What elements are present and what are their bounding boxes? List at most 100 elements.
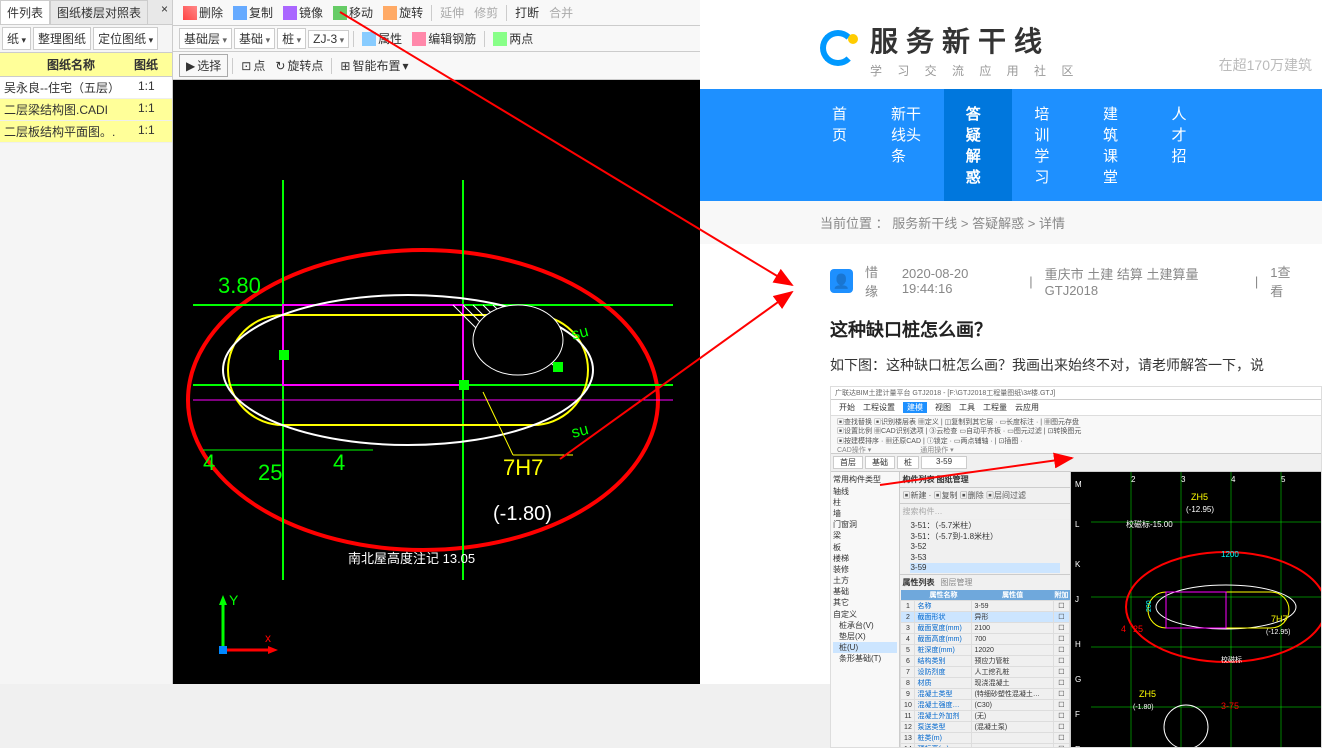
- svg-text:Y: Y: [229, 592, 239, 608]
- embed-prop-row[interactable]: 7设防烈度人工挖孔桩☐: [901, 667, 1070, 678]
- embed-tree-item[interactable]: 3-53: [910, 553, 1060, 563]
- embed-cat-item[interactable]: 垫层(X): [833, 631, 897, 642]
- embed-tab[interactable]: 工具: [959, 402, 975, 413]
- embed-prop-row[interactable]: 8材质现浇混凝土☐: [901, 678, 1070, 689]
- smart-layout-button[interactable]: ⊞ 智能布置 ▾: [336, 55, 412, 76]
- embed-prop-row[interactable]: 14顶标高(m)☐: [901, 744, 1070, 748]
- site-title: 服务新干线: [870, 20, 1079, 60]
- embed-middle: 构件列表 图纸管理 ▣新建 · ▣复制 ▣删除 ▣层间过滤 搜索构件… 3-51…: [900, 472, 1071, 748]
- organize-button[interactable]: 整理图纸: [33, 27, 91, 50]
- mirror-button[interactable]: 镜像: [279, 2, 327, 23]
- property-button[interactable]: 属性: [358, 28, 406, 49]
- cad-canvas[interactable]: 3.80 4 25 4 7H7 (-1.80) su su 南北屋高度注记 13…: [173, 80, 700, 684]
- drawing-scale: 1:1: [138, 101, 168, 118]
- rotate-point-button[interactable]: ↻ 旋转点: [271, 55, 327, 76]
- meta-sep: |: [1255, 274, 1258, 289]
- author-name[interactable]: 惜缘: [865, 262, 890, 300]
- embed-cat-item[interactable]: 板: [833, 542, 897, 553]
- embed-dd[interactable]: 3-59: [921, 456, 967, 469]
- embed-prop-row[interactable]: 2截面形状异形☐: [901, 612, 1070, 623]
- embed-cat-item[interactable]: 墙: [833, 508, 897, 519]
- edit-rebar-button[interactable]: 编辑钢筋: [408, 28, 480, 49]
- search-input[interactable]: 在超170万建筑: [1219, 55, 1312, 75]
- embed-cat-item[interactable]: 条形基础(T): [833, 653, 897, 664]
- close-icon[interactable]: ×: [157, 0, 172, 24]
- embed-cat-item[interactable]: 轴线: [833, 486, 897, 497]
- embed-cat-item[interactable]: 其它: [833, 597, 897, 608]
- embed-tab[interactable]: 开始: [839, 402, 855, 413]
- embed-prop-row[interactable]: 3截面宽度(mm)2100☐: [901, 623, 1070, 634]
- embed-prop-row[interactable]: 4截面高度(mm)700☐: [901, 634, 1070, 645]
- breadcrumb-link[interactable]: 服务新干线: [892, 216, 957, 231]
- select-button[interactable]: ▶ 选择: [179, 54, 228, 77]
- separator: [353, 31, 354, 47]
- embed-cat-item[interactable]: 土方: [833, 575, 897, 586]
- embed-dd[interactable]: 基础: [865, 456, 895, 469]
- nav-course[interactable]: 建筑课堂: [1081, 89, 1150, 201]
- break-button[interactable]: 打断: [511, 2, 543, 23]
- breadcrumb-link[interactable]: 答疑解惑: [972, 216, 1024, 231]
- svg-text:(-12.95): (-12.95): [1266, 629, 1291, 636]
- copy-button[interactable]: 复制: [229, 2, 277, 23]
- embed-prop-row[interactable]: 5桩深度(mm)12020☐: [901, 645, 1070, 656]
- embed-cad-view[interactable]: ML KJ HG FE 23 45: [1071, 472, 1321, 748]
- embed-prop-row[interactable]: 1名称3-59☐: [901, 601, 1070, 612]
- floor-dropdown[interactable]: 基础层: [179, 28, 232, 49]
- embed-cat-item[interactable]: 楼梯: [833, 553, 897, 564]
- svg-text:1200: 1200: [1221, 550, 1239, 559]
- meta-sep: |: [1029, 274, 1032, 289]
- embed-cat-item[interactable]: 门窗洞: [833, 519, 897, 530]
- embed-prop-row[interactable]: 12泵送类型(混凝土泵)☐: [901, 722, 1070, 733]
- nav-news[interactable]: 新干线头条: [869, 89, 944, 201]
- embed-tab[interactable]: 视图: [935, 402, 951, 413]
- embed-cat-item[interactable]: 装修: [833, 564, 897, 575]
- embed-search[interactable]: 搜索构件…: [900, 504, 1070, 520]
- embed-prop-tab[interactable]: 图层管理: [940, 577, 972, 588]
- embed-cat-item[interactable]: 基础: [833, 586, 897, 597]
- embed-prop-row[interactable]: 11混凝土外加剂(无)☐: [901, 711, 1070, 722]
- embed-cat-item[interactable]: 自定义: [833, 609, 897, 620]
- type-dropdown[interactable]: 桩: [277, 28, 306, 49]
- drawing-row[interactable]: 吴永良--住宅（五层） 1:1: [0, 77, 172, 99]
- embed-tree-item[interactable]: 3-51：（-5.7米柱）: [910, 521, 1060, 531]
- toolbar-select: ▶ 选择 ⊡ 点 ↻ 旋转点 ⊞ 智能布置 ▾: [173, 52, 700, 80]
- embed-tab[interactable]: 建模: [903, 402, 927, 413]
- rotate-button[interactable]: 旋转: [379, 2, 427, 23]
- move-button[interactable]: 移动: [329, 2, 377, 23]
- embed-prop-tab[interactable]: 属性列表: [902, 577, 934, 588]
- locate-button[interactable]: 定位图纸: [93, 27, 158, 50]
- embed-tree-item[interactable]: 3-59: [910, 563, 1060, 573]
- drawing-row[interactable]: 二层梁结构图.CADI 1:1: [0, 99, 172, 121]
- embed-category-tree: 常用构件类型 轴线 柱 墙 门窗洞 梁 板 楼梯 装修 土方 基础 其它 自定义…: [831, 472, 900, 748]
- tab-component-list[interactable]: 件列表: [0, 0, 50, 24]
- embed-tree-item[interactable]: 3-52: [910, 542, 1060, 552]
- embed-prop-row[interactable]: 10混凝土强度…(C30)☐: [901, 700, 1070, 711]
- embed-tab[interactable]: 云应用: [1015, 402, 1039, 413]
- nav-training[interactable]: 培训学习: [1012, 89, 1081, 201]
- delete-button[interactable]: 删除: [179, 2, 227, 23]
- point-button[interactable]: ⊡ 点: [237, 55, 269, 76]
- two-point-button[interactable]: 两点: [489, 28, 537, 49]
- embed-tab[interactable]: 工程设置: [863, 402, 895, 413]
- embed-dd[interactable]: 桩: [897, 456, 919, 469]
- embed-cat-item[interactable]: 柱: [833, 497, 897, 508]
- embed-dd[interactable]: 首层: [833, 456, 863, 469]
- svg-text:G: G: [1075, 675, 1081, 684]
- embed-prop-row[interactable]: 6结构类别预应力管桩☐: [901, 656, 1070, 667]
- nav-home[interactable]: 首页: [810, 89, 869, 201]
- embed-prop-row[interactable]: 13桩类(m)☐: [901, 733, 1070, 744]
- embed-cat-item[interactable]: 桩(U): [833, 642, 897, 653]
- category-dropdown[interactable]: 基础: [234, 28, 275, 49]
- tab-layer-map[interactable]: 图纸楼层对照表: [50, 0, 148, 24]
- embed-tree-item[interactable]: 3-51：（-5.7到-1.8米柱）: [910, 532, 1060, 542]
- embed-prop-row[interactable]: 9混凝土类型(特细砂塑性混凝土…☐: [901, 689, 1070, 700]
- embed-cat-item[interactable]: 桩承台(V): [833, 620, 897, 631]
- drawing-row[interactable]: 二层板结构平面图。. 1:1: [0, 121, 172, 143]
- nav-qa[interactable]: 答疑解惑: [944, 89, 1013, 201]
- embed-cat-item[interactable]: 常用构件类型: [833, 474, 897, 485]
- nav-jobs[interactable]: 人才招: [1150, 89, 1212, 201]
- embed-cat-item[interactable]: 梁: [833, 530, 897, 541]
- embed-tab[interactable]: 工程量: [983, 402, 1007, 413]
- instance-dropdown[interactable]: ZJ-3: [308, 30, 349, 48]
- paper-button[interactable]: 纸: [2, 27, 31, 50]
